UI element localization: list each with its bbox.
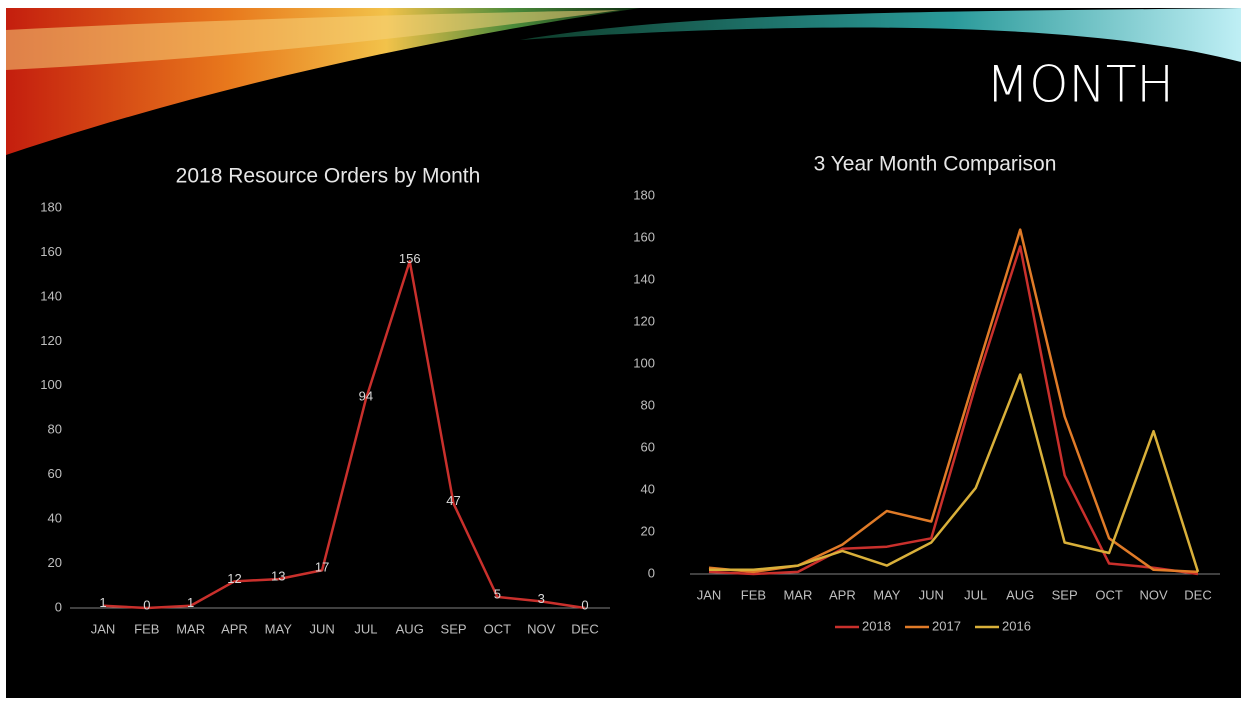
data-label: 1 [99,595,106,610]
slide-background [6,8,1241,698]
y-tick-label: 80 [641,397,655,412]
decor-wave [6,10,620,70]
x-tick-label: MAY [265,621,293,636]
x-tick-label: AUG [1006,587,1034,602]
y-tick-label: 0 [648,565,655,580]
x-tick-label: APR [221,621,248,636]
x-tick-label: AUG [396,621,424,636]
y-tick-label: 120 [633,313,655,328]
x-tick-label: SEP [1052,587,1078,602]
x-tick-label: NOV [1139,587,1168,602]
chart-title: 3 Year Month Comparison [814,153,1057,176]
legend-label: 2016 [1002,618,1031,633]
y-tick-label: 100 [633,355,655,370]
y-tick-label: 20 [48,555,62,570]
x-tick-label: JUN [309,621,334,636]
y-tick-label: 20 [641,523,655,538]
x-tick-label: MAR [783,587,812,602]
x-tick-label: JUL [354,621,377,636]
y-tick-label: 100 [40,377,62,392]
x-tick-label: JAN [697,587,722,602]
chart-title: 2018 Resource Orders by Month [176,165,481,188]
data-label: 94 [359,389,373,404]
x-tick-label: FEB [134,621,159,636]
data-label: 3 [538,591,545,606]
x-tick-label: NOV [527,621,556,636]
data-label: 13 [271,569,285,584]
slide-title: MONTH [986,56,1174,114]
legend-label: 2017 [932,618,961,633]
y-tick-label: 140 [40,288,62,303]
data-label: 156 [399,251,421,266]
x-tick-label: SEP [441,621,467,636]
x-tick-label: JUL [964,587,987,602]
y-tick-label: 60 [641,439,655,454]
x-tick-label: DEC [1184,587,1211,602]
x-tick-label: MAR [176,621,205,636]
y-tick-label: 80 [48,422,62,437]
y-tick-label: 180 [40,199,62,214]
y-tick-label: 140 [633,271,655,286]
y-tick-label: 160 [633,229,655,244]
y-tick-label: 180 [633,187,655,202]
x-tick-label: DEC [571,621,598,636]
series-line [102,260,586,610]
data-label: 12 [227,571,241,586]
y-tick-label: 0 [55,599,62,614]
decor-wave [520,8,1241,62]
data-label: 1 [187,595,194,610]
legend-label: 2018 [862,618,891,633]
x-tick-label: MAY [873,587,901,602]
y-tick-label: 40 [641,481,655,496]
x-tick-label: FEB [741,587,766,602]
y-tick-label: 160 [40,244,62,259]
x-tick-label: JAN [91,621,116,636]
data-label: 5 [494,586,501,601]
series-line [709,373,1200,573]
x-tick-label: APR [829,587,856,602]
data-label: 47 [446,493,460,508]
y-tick-label: 120 [40,333,62,348]
data-label: 17 [315,560,329,575]
x-tick-label: OCT [484,621,512,636]
x-tick-label: JUN [919,587,944,602]
y-tick-label: 60 [48,466,62,481]
data-label: 0 [581,597,588,612]
x-tick-label: OCT [1095,587,1123,602]
data-label: 0 [143,597,150,612]
series-line [708,245,1199,576]
y-tick-label: 40 [48,511,62,526]
